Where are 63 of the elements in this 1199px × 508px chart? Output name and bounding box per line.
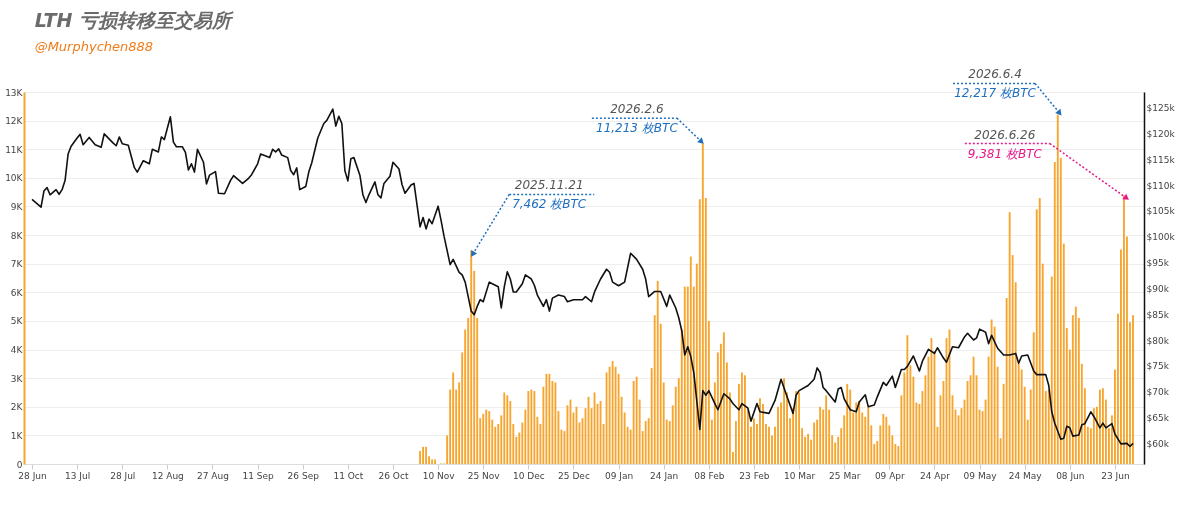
y-tick-label: 12K — [5, 116, 24, 127]
x-tick-label: 10 Mar — [783, 470, 816, 481]
annotation: 2025.11.21 — [514, 178, 584, 193]
x-tick-label: 09 Jan — [605, 470, 634, 481]
y-tick-label: 5K — [10, 316, 24, 327]
annotation: 7,462 枚BTC — [512, 197, 587, 212]
y-tick-label: 0 — [16, 459, 23, 470]
x-tick-label: 08 Jun — [1056, 470, 1085, 481]
y2-tick-label: $70k — [1146, 387, 1170, 398]
x-tick-label: 24 Apr — [920, 470, 951, 481]
y2-tick-label: $115k — [1146, 154, 1176, 165]
x-tick-label: 27 Aug — [197, 470, 229, 481]
y2-tick-label: $120k — [1146, 128, 1176, 139]
y-tick-label: 9K — [10, 201, 24, 212]
y2-tick-label: $65k — [1146, 413, 1170, 423]
y2-tick-label: $125k — [1146, 103, 1176, 113]
y2-tick-label: $110k — [1146, 180, 1176, 191]
annotation: 2026.6.4 — [968, 67, 1022, 82]
x-tick-label: 23 Feb — [739, 470, 770, 481]
x-tick-label: 26 Sep — [287, 470, 320, 481]
x-tick-label: 11 Oct — [333, 470, 364, 481]
y-tick-label: 1K — [10, 430, 24, 441]
chart-subtitle: @Murphychen888 — [34, 39, 154, 55]
x-tick-label: 25 Mar — [829, 470, 861, 481]
x-tick-label: 08 Feb — [694, 470, 725, 481]
y2-tick-label: $85k — [1146, 309, 1170, 320]
x-tick-label: 28 Jul — [110, 470, 136, 481]
y-tick-label: 8K — [10, 230, 24, 241]
annotation: 12,217 枚BTC — [954, 86, 1037, 101]
x-tick-label: 10 Nov — [422, 470, 456, 481]
x-tick-label: 24 Jan — [650, 470, 679, 481]
x-tick-label: 13 Jul — [65, 470, 91, 481]
annotation: 11,213 枚BTC — [596, 121, 679, 136]
y-tick-label: 2K — [10, 402, 24, 413]
x-tick-label: 23 Jun — [1101, 470, 1130, 481]
y2-tick-label: $80k — [1146, 335, 1170, 346]
y2-tick-label: $90k — [1146, 283, 1170, 294]
y-tick-label: 10K — [5, 173, 24, 184]
x-tick-label: 09 May — [963, 470, 998, 481]
x-tick-label: 09 Apr — [874, 470, 906, 481]
y-tick-label: 4K — [10, 345, 24, 356]
x-tick-label: 25 Dec — [558, 470, 590, 481]
y2-tick-label: $75k — [1146, 361, 1170, 372]
chart-title: LTH 亏损转移至交易所 — [34, 9, 235, 32]
x-tick-label: 12 Aug — [151, 470, 184, 481]
annotation: 9,381 枚BTC — [967, 146, 1043, 161]
x-tick-label: 28 Jun — [18, 470, 47, 481]
y-tick-label: 3K — [10, 373, 24, 384]
y2-tick-label: $95k — [1146, 258, 1170, 268]
x-tick-label: 10 Dec — [512, 470, 545, 481]
x-tick-label: 25 Nov — [467, 470, 501, 481]
y2-tick-label: $105k — [1146, 206, 1176, 217]
x-tick-label: 24 May — [1008, 470, 1043, 481]
y2-tick-label: $60k — [1146, 438, 1170, 449]
y-tick-label: 13K — [5, 87, 24, 98]
y-tick-label: 6K — [10, 287, 24, 298]
x-tick-label: 26 Oct — [378, 470, 409, 481]
y-tick-label: 7K — [10, 259, 24, 270]
x-tick-label: 11 Sep — [242, 470, 275, 481]
y-tick-label: 11K — [5, 144, 24, 155]
annotation: 2026.6.26 — [974, 127, 1036, 142]
y2-tick-label: $100k — [1146, 232, 1176, 243]
annotation: 2026.2.6 — [610, 102, 664, 117]
